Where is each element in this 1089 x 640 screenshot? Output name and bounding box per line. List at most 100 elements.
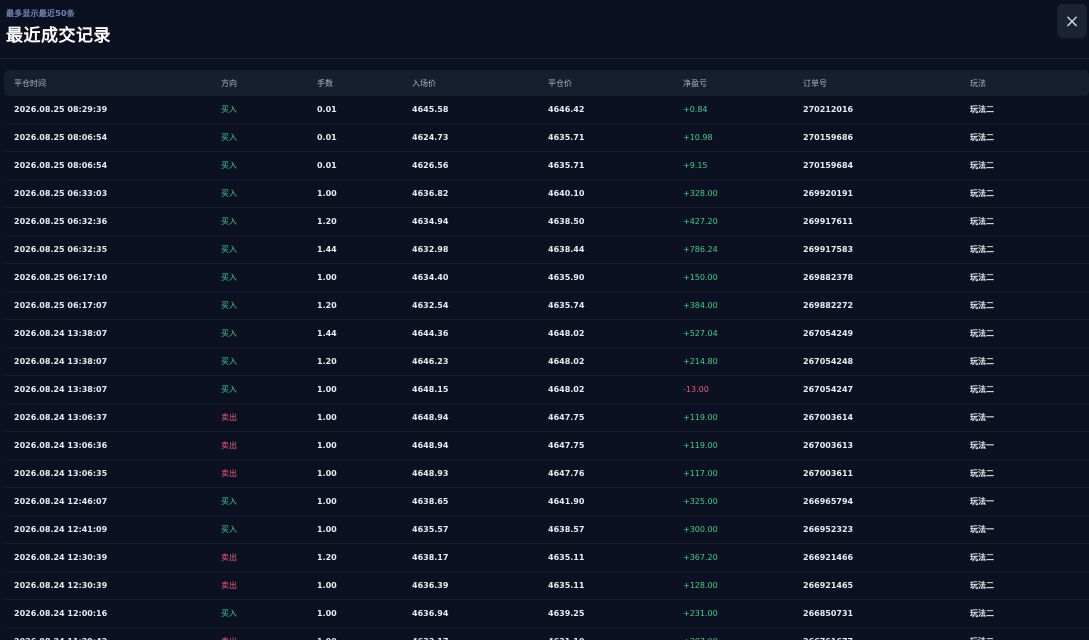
table-row[interactable]: 2026.08.24 13:06:35 卖出 1.00 4648.93 4647.76 +… [4,460,1089,488]
cell-order-id: 266850731 [803,609,854,618]
cell-order-id: 269917583 [803,245,854,254]
table-row[interactable]: 2026.08.25 06:32:36 买入 1.20 4634.94 4638.50 +… [4,208,1089,236]
cell-order-id: 269882378 [803,273,854,282]
modal-title: 最近成交记录 [6,26,111,46]
close-button[interactable]: × [1057,4,1087,38]
cell-net-pnl: +128.00 [683,581,718,590]
table-row[interactable]: 2026.08.25 06:32:35 买入 1.44 4632.98 4638.44 +… [4,236,1089,264]
cell-close-price: 4635.71 [548,161,585,170]
cell-direction: 买入 [221,273,237,282]
table-row[interactable]: 2026.08.24 12:00:16 买入 1.00 4636.94 4639.25 +… [4,600,1089,628]
cell-play-mode: 玩法一 [970,441,994,450]
cell-entry-price: 4636.39 [412,581,449,590]
cell-order-id: 267003613 [803,441,854,450]
cell-close-time: 2026.08.24 13:38:07 [14,385,108,394]
cell-net-pnl: +325.00 [683,497,718,506]
modal-subtitle: 最多显示最近50条 [6,9,75,18]
column-header-net-pnl[interactable]: 净盈亏 [683,78,707,88]
cell-order-id: 270159686 [803,133,854,142]
table-row[interactable]: 2026.08.24 13:38:07 买入 1.20 4646.23 4648.02 +… [4,348,1089,376]
column-header-close-time[interactable]: 平仓时间 [14,78,46,88]
cell-close-time: 2026.08.24 13:06:36 [14,441,108,450]
cell-close-time: 2026.08.24 13:06:37 [14,413,108,422]
table-row[interactable]: 2026.08.24 11:29:42卖出1.004633.174631.10+… [4,628,1089,640]
cell-play-mode: 玩法二 [970,329,994,338]
column-header-close-price[interactable]: 平仓价 [548,78,572,88]
cell-lots: 0.01 [317,161,337,170]
cell-play-mode: 玩法二 [970,273,994,282]
cell-net-pnl: +328.00 [683,189,718,198]
cell-net-pnl: +150.00 [683,273,718,282]
column-header-direction[interactable]: 方向 [221,78,237,88]
cell-entry-price: 4648.93 [412,469,449,478]
cell-lots: 1.20 [317,301,337,310]
column-header-order-id[interactable]: 订单号 [803,78,827,88]
cell-play-mode: 玩法二 [970,245,994,254]
table-row[interactable]: 2026.08.24 13:06:37 卖出 1.00 4648.94 4647.75 +… [4,404,1089,432]
table-row[interactable]: 2026.08.25 06:17:07 买入 1.20 4632.54 4635.74 +… [4,292,1089,320]
cell-entry-price: 4648.15 [412,385,449,394]
cell-entry-price: 4645.58 [412,105,449,114]
cell-play-mode: 玩法二 [970,469,994,478]
cell-net-pnl: +9.15 [683,161,708,170]
column-header-entry-price[interactable]: 入场价 [412,78,436,88]
table-row[interactable]: 2026.08.25 08:06:54 买入 0.01 4626.56 4635.71 +… [4,152,1089,180]
table-row[interactable]: 2026.08.24 13:06:36 卖出 1.00 4648.94 4647.75 +… [4,432,1089,460]
cell-entry-price: 4633.17 [402,637,538,640]
cell-close-time: 2026.08.25 06:17:07 [14,301,108,310]
cell-play-mode: 玩法二 [970,105,994,114]
cell-lots: 1.00 [317,441,337,450]
table-row[interactable]: 2026.08.25 08:29:39 买入 0.01 4645.58 4646.42 +… [4,96,1089,124]
cell-net-pnl: +119.00 [683,441,718,450]
table-row[interactable]: 2026.08.25 06:33:03 买入 1.00 4636.82 4640.10 +… [4,180,1089,208]
cell-direction: 卖出 [211,636,307,640]
cell-close-price: 4647.76 [548,469,585,478]
cell-close-time: 2026.08.25 08:29:39 [14,105,108,114]
cell-direction: 买入 [221,357,237,366]
cell-lots: 1.00 [317,273,337,282]
table-row[interactable]: 2026.08.24 13:38:07 买入 1.00 4648.15 4648.02 -… [4,376,1089,404]
cell-entry-price: 4644.36 [412,329,449,338]
cell-lots: 1.00 [317,497,337,506]
cell-close-price: 4648.02 [548,357,585,366]
cell-close-time: 2026.08.24 12:00:16 [14,609,108,618]
cell-lots: 1.00 [307,637,402,640]
cell-entry-price: 4634.94 [412,217,449,226]
cell-direction: 卖出 [221,413,237,422]
cell-direction: 买入 [221,329,237,338]
column-header-play-mode[interactable]: 玩法 [970,78,986,88]
table-row[interactable]: 2026.08.25 08:06:54 买入 0.01 4624.73 4635.71 +… [4,124,1089,152]
cell-direction: 买入 [221,133,237,142]
close-icon: × [1064,10,1080,32]
cell-order-id: 270212016 [803,105,854,114]
cell-net-pnl: +207.00 [673,637,793,640]
table-row[interactable]: 2026.08.24 12:41:09 买入 1.00 4635.57 4638.57 +… [4,516,1089,544]
cell-entry-price: 4632.54 [412,301,449,310]
cell-order-id: 266921466 [803,553,854,562]
cell-entry-price: 4636.82 [412,189,449,198]
table-row[interactable]: 2026.08.24 12:30:39 卖出 1.00 4636.39 4635.11 +… [4,572,1089,600]
cell-order-id: 269920191 [803,189,854,198]
cell-lots: 1.20 [317,217,337,226]
cell-lots: 0.01 [317,133,337,142]
cell-direction: 买入 [221,189,237,198]
cell-play-mode: 玩法二 [970,301,994,310]
cell-order-id: 269882272 [803,301,854,310]
cell-direction: 买入 [221,217,237,226]
cell-net-pnl: +0.84 [683,105,708,114]
cell-close-price: 4641.90 [548,497,585,506]
table-row[interactable]: 2026.08.25 06:17:10 买入 1.00 4634.40 4635.90 +… [4,264,1089,292]
table-body: 2026.08.25 08:29:39 买入 0.01 4645.58 4646.42 +… [4,96,1089,640]
cell-direction: 卖出 [221,441,237,450]
cell-net-pnl: +384.00 [683,301,718,310]
cell-direction: 买入 [221,497,237,506]
cell-net-pnl: +527.04 [683,329,718,338]
table-row[interactable]: 2026.08.24 12:30:39 卖出 1.20 4638.17 4635.11 +… [4,544,1089,572]
table-row[interactable]: 2026.08.24 13:38:07 买入 1.44 4644.36 4648.02 +… [4,320,1089,348]
cell-lots: 1.00 [317,581,337,590]
cell-close-time: 2026.08.25 06:17:10 [14,273,108,282]
cell-close-price: 4640.10 [548,189,585,198]
table-row[interactable]: 2026.08.24 12:46:07 买入 1.00 4638.65 4641.90 +… [4,488,1089,516]
cell-lots: 1.44 [317,245,337,254]
column-header-lots[interactable]: 手数 [317,78,333,88]
